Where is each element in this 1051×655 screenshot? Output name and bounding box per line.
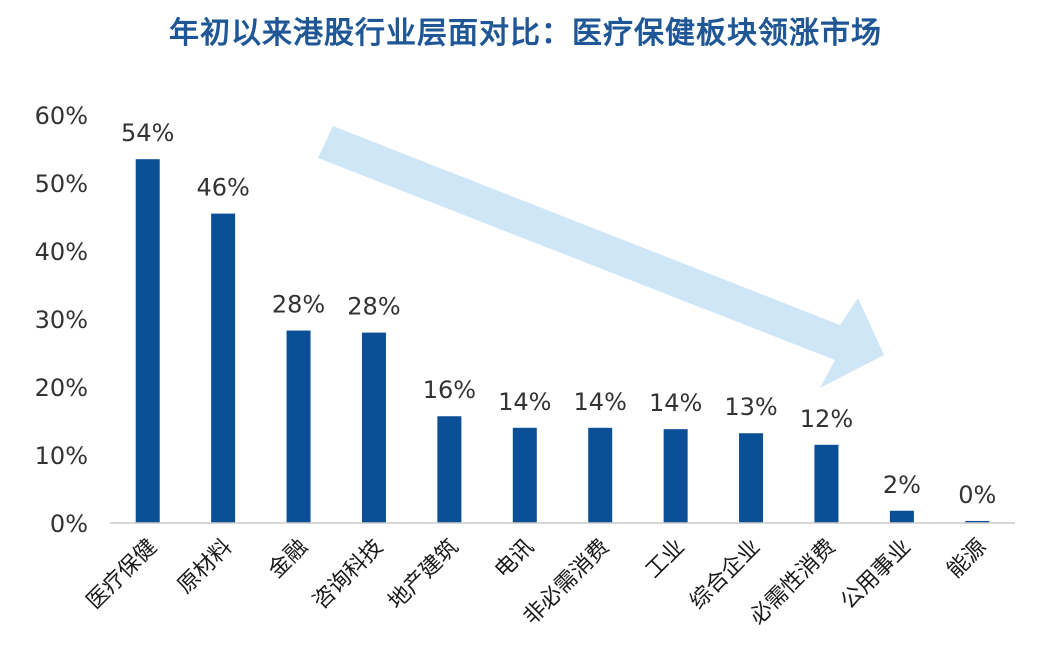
x-tick-label: 能源 xyxy=(943,535,992,584)
y-tick-label: 10% xyxy=(35,442,88,470)
bar xyxy=(211,213,236,523)
bar xyxy=(814,444,839,523)
bars xyxy=(135,159,990,523)
bar xyxy=(437,416,462,523)
data-label: 12% xyxy=(800,405,853,433)
data-label: 13% xyxy=(724,393,777,421)
x-tick-label: 电讯 xyxy=(490,535,539,584)
bar xyxy=(135,159,160,523)
trend-arrow xyxy=(318,126,884,388)
data-label: 14% xyxy=(574,388,627,416)
x-tick-label: 公用事业 xyxy=(836,535,916,615)
y-axis: 0% 10% 20% 30% 40% 50% 60% xyxy=(35,102,88,538)
x-tick-label: 原材料 xyxy=(173,535,237,599)
y-tick-label: 60% xyxy=(35,102,88,130)
data-label: 14% xyxy=(498,388,551,416)
bar xyxy=(965,520,990,523)
bar xyxy=(889,510,914,523)
y-tick-label: 40% xyxy=(35,238,88,266)
data-labels: 54% 46% 28% 28% 16% 14% 14% 14% 13% 12% 2% 0% xyxy=(121,119,996,509)
bar xyxy=(663,429,688,523)
x-tick-label: 医疗保健 xyxy=(82,535,162,615)
chart-title: 年初以来港股行业层面对比：医疗保健板块领涨市场 xyxy=(169,16,882,51)
y-tick-label: 30% xyxy=(35,306,88,334)
y-tick-label: 20% xyxy=(35,374,88,402)
x-axis: 医疗保健 原材料 金融咨询科技地产建筑 电讯非必需消费 工业综合企业必需性消费公用事业能… xyxy=(82,522,1015,630)
data-label: 28% xyxy=(272,291,325,319)
data-label: 14% xyxy=(649,389,702,417)
bar xyxy=(739,433,764,523)
trend-arrow-shape xyxy=(318,126,884,388)
x-tick-label: 金融 xyxy=(264,535,313,584)
data-label: 46% xyxy=(196,174,249,202)
x-tick-label: 咨询科技 xyxy=(308,535,388,615)
bar xyxy=(588,427,613,523)
y-tick-label: 0% xyxy=(50,510,88,538)
data-label: 0% xyxy=(958,481,996,509)
bar xyxy=(286,330,311,523)
x-tick-label: 地产建筑 xyxy=(384,535,464,615)
x-tick-label: 工业 xyxy=(641,535,690,584)
bar xyxy=(512,427,537,523)
data-label: 28% xyxy=(347,293,400,321)
x-tick-label: 综合企业 xyxy=(685,535,765,615)
data-label: 2% xyxy=(883,471,921,499)
bar xyxy=(361,332,386,523)
y-tick-label: 50% xyxy=(35,170,88,198)
data-label: 16% xyxy=(423,376,476,404)
data-label: 54% xyxy=(121,119,174,147)
